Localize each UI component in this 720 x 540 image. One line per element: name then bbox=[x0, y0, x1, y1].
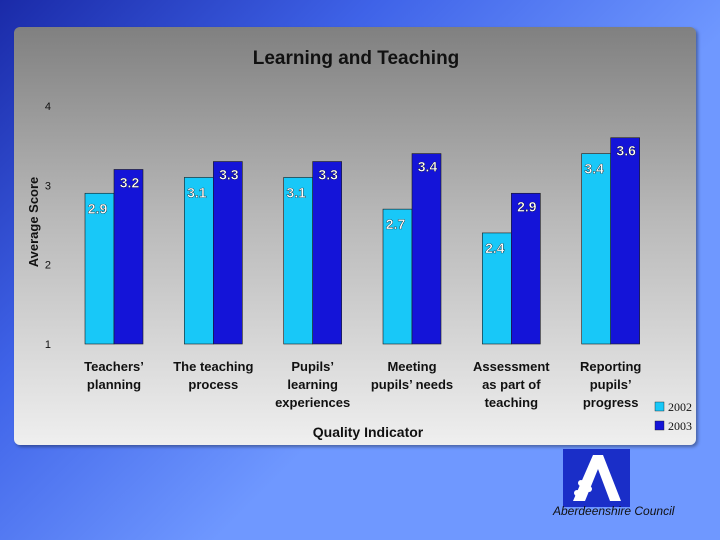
bar-2003 bbox=[610, 137, 640, 345]
y-tick-label: 4 bbox=[45, 101, 51, 113]
bar-2002 bbox=[382, 208, 413, 345]
bar-2002 bbox=[84, 192, 115, 345]
aberdeenshire-logo-icon bbox=[563, 449, 630, 507]
data-label: 3.1 bbox=[187, 184, 207, 200]
bar-2002 bbox=[581, 153, 611, 345]
data-label: 3.3 bbox=[318, 167, 338, 183]
category-label: progress bbox=[583, 395, 639, 410]
category-label: pupils’ bbox=[590, 377, 632, 392]
y-tick-label: 2 bbox=[45, 260, 51, 272]
data-label: 3.3 bbox=[219, 167, 239, 183]
legend-label: 2003 bbox=[668, 419, 692, 433]
data-label: 3.1 bbox=[286, 184, 306, 200]
category-label: process bbox=[188, 377, 238, 392]
category-label: The teaching bbox=[173, 359, 253, 374]
bar-2003 bbox=[113, 169, 144, 345]
bar-2003 bbox=[312, 161, 342, 345]
category-label: experiences bbox=[275, 395, 350, 410]
data-label: 3.6 bbox=[616, 143, 636, 159]
data-label: 3.2 bbox=[120, 174, 140, 190]
bar-2002 bbox=[184, 177, 214, 345]
category-label: learning bbox=[287, 377, 338, 392]
category-label: planning bbox=[87, 377, 141, 392]
category-label: teaching bbox=[485, 395, 539, 410]
x-axis-label: Quality Indicator bbox=[313, 424, 424, 440]
organisation-name: Aberdeenshire Council bbox=[553, 504, 675, 518]
data-label: 3.4 bbox=[418, 159, 438, 175]
data-label: 2.9 bbox=[517, 198, 537, 214]
data-label: 2.7 bbox=[386, 216, 406, 232]
data-label: 2.9 bbox=[88, 200, 108, 216]
bar-2003 bbox=[411, 153, 442, 345]
category-label: pupils’ needs bbox=[371, 377, 453, 392]
y-tick-label: 1 bbox=[45, 339, 51, 351]
bar-2002 bbox=[283, 177, 313, 345]
bar-2003 bbox=[511, 192, 541, 345]
y-axis-label: Average Score bbox=[26, 177, 41, 268]
data-label: 3.4 bbox=[584, 161, 604, 177]
legend-label: 2002 bbox=[668, 400, 692, 414]
category-label: Teachers’ bbox=[84, 359, 144, 374]
bar-2003 bbox=[213, 161, 243, 345]
category-label: Pupils’ bbox=[291, 359, 334, 374]
category-label: as part of bbox=[482, 377, 541, 392]
category-label: Assessment bbox=[473, 359, 550, 374]
legend-swatch-2002 bbox=[654, 401, 665, 412]
bar-2002 bbox=[482, 232, 512, 345]
y-tick-label: 3 bbox=[45, 180, 51, 192]
category-label: Reporting bbox=[580, 359, 641, 374]
legend-swatch-2003 bbox=[654, 420, 665, 431]
category-label: Meeting bbox=[387, 359, 436, 374]
chart-title: Learning and Teaching bbox=[253, 48, 460, 69]
data-label: 2.4 bbox=[485, 240, 505, 256]
